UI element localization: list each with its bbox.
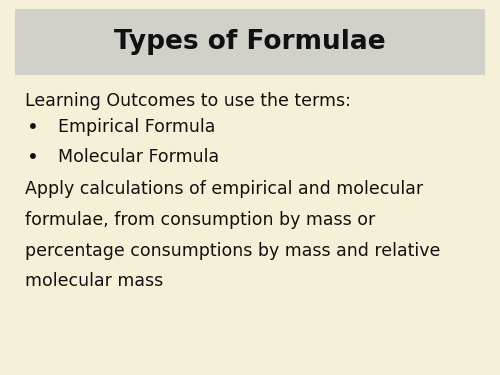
Text: •: • <box>26 148 38 167</box>
Text: Apply calculations of empirical and molecular: Apply calculations of empirical and mole… <box>25 180 423 198</box>
FancyBboxPatch shape <box>15 9 485 75</box>
Text: Empirical Formula: Empirical Formula <box>58 118 215 136</box>
Text: •: • <box>26 118 38 137</box>
Text: Molecular Formula: Molecular Formula <box>58 148 218 166</box>
Text: molecular mass: molecular mass <box>25 272 163 290</box>
Text: Types of Formulae: Types of Formulae <box>114 29 386 55</box>
Text: formulae, from consumption by mass or: formulae, from consumption by mass or <box>25 211 375 229</box>
Text: Learning Outcomes to use the terms:: Learning Outcomes to use the terms: <box>25 92 351 110</box>
Text: percentage consumptions by mass and relative: percentage consumptions by mass and rela… <box>25 242 440 260</box>
